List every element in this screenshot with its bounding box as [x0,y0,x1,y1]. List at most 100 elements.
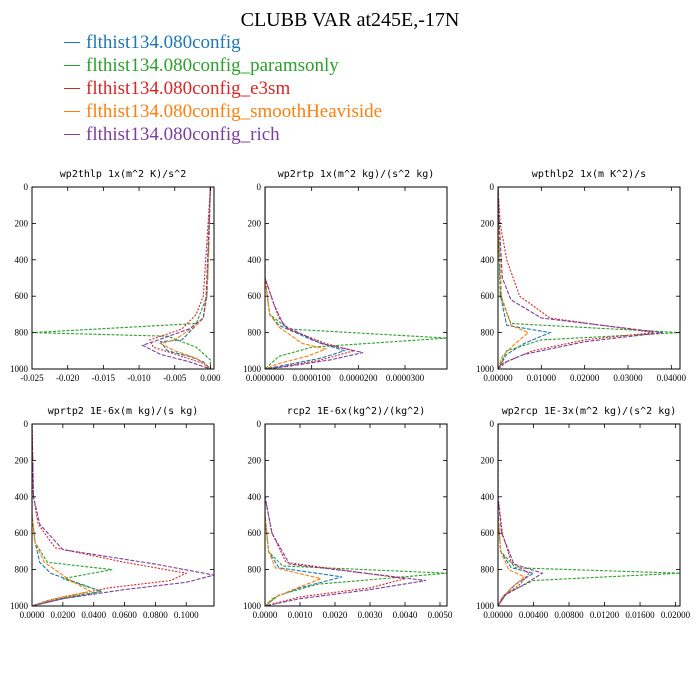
legend-label: flthist134.080config [86,32,241,53]
y-tick-label: 400 [15,255,29,265]
series-line [265,424,427,606]
panel-title: wpthlp2 1x(m K^2)/s [532,169,646,180]
series-line [265,424,323,606]
y-tick-label: 1000 [243,601,262,611]
y-tick-label: 600 [15,291,29,301]
plot-frame [497,423,681,607]
x-tick-label: 0.0200 [50,610,75,620]
y-tick-label: 600 [248,291,262,301]
chart-panel: wprtp2 1E-6x(m kg)/(s kg) 0 200 400 600 800 10… [10,406,215,620]
y-tick-label: 800 [481,565,495,575]
chart-panel: wp2rcp 1E-3x(m^2 kg)/(s^2 kg) 0 200 400 600 8… [476,406,691,620]
legend-label: flthist134.080config_e3sm [86,78,291,99]
series-line [32,424,214,606]
plot-frame [31,423,215,607]
y-tick-label: 0 [257,419,262,429]
y-tick-label: 600 [248,528,262,538]
series-line [498,187,552,369]
x-tick-label: -0.020 [56,373,80,383]
series-line [498,424,544,606]
y-tick-label: 400 [481,255,495,265]
series-line [265,424,447,606]
panel-title: wp2rtp 1x(m^2 kg)/(s^2 kg) [278,169,435,180]
y-tick-label: 0 [490,419,495,429]
x-tick-label: 0.0400 [81,610,106,620]
x-tick-label: 0.01200 [590,610,620,620]
plot-frame [497,186,681,370]
series-line [498,187,655,369]
series-line [158,187,211,369]
series-line [32,424,104,606]
x-tick-label: 0.0050 [428,610,453,620]
y-tick-label: 800 [15,328,29,338]
series-line [498,187,680,369]
x-tick-label: 0.1000 [174,610,199,620]
x-tick-label: 0.01000 [527,373,557,383]
x-tick-label: 0.000 [200,373,221,383]
chart-panel: wp2rtp 1x(m^2 kg)/(s^2 kg) 0 200 400 600 800 1… [243,169,448,383]
x-tick-label: 0.0040 [393,610,418,620]
y-tick-label: 1000 [10,364,29,374]
y-tick-label: 0 [24,419,29,429]
legend-swatch [64,88,80,90]
series-line [498,424,530,606]
y-tick-label: 800 [248,328,262,338]
chart-panel: wpthlp2 1x(m K^2)/s 0 200 400 600 800 10000.00… [476,169,686,383]
series-line [265,187,364,369]
x-tick-label: -0.015 [92,373,116,383]
y-tick-label: 600 [481,291,495,301]
x-tick-label: 0.0000 [20,610,45,620]
y-tick-label: 600 [15,528,29,538]
series-line [32,424,93,606]
plot-frame [264,186,448,370]
y-tick-label: 1000 [243,364,262,374]
y-tick-label: 0 [490,182,495,192]
x-tick-label: 0.0000100 [293,373,332,383]
legend-label: flthist134.080config_smoothHeaviside [86,101,383,122]
panel-title: wp2rcp 1E-3x(m^2 kg)/(s^2 kg) [502,406,677,417]
x-tick-label: 0.0010 [288,610,313,620]
series-line [265,424,343,606]
x-tick-label: 0.00000 [483,373,513,383]
x-tick-label: 0.03000 [613,373,643,383]
panel-title: wprtp2 1E-6x(m kg)/(s kg) [48,406,199,417]
x-tick-label: 0.04000 [657,373,687,383]
x-tick-label: -0.025 [20,373,44,383]
series-line [32,187,211,369]
y-tick-label: 800 [15,565,29,575]
series-line [498,187,530,369]
legend-item: flthist134.080config_smoothHeaviside [64,100,382,123]
x-tick-label: 0.02000 [661,610,691,620]
x-tick-label: 0.0000000 [246,373,285,383]
series-line [498,187,663,369]
chart-panel: wp2thlp 1x(m^2 K)/s^202004006008001000-0… [10,169,221,383]
series-line [32,424,113,606]
y-tick-label: 1000 [476,601,495,611]
x-tick-label: 0.01600 [625,610,655,620]
y-tick-label: 0 [257,182,262,192]
y-tick-label: 200 [15,455,29,465]
legend-swatch [64,42,80,44]
x-tick-label: 0.00400 [519,610,549,620]
series-line [498,424,526,606]
legend-item: flthist134.080config_e3sm [64,77,382,100]
chart-panel: rcp2 1E-6x(kg^2)/(kg^2) 0 200 400 600 800 1000… [243,406,453,620]
y-tick-label: 1000 [476,364,495,374]
y-tick-label: 400 [248,492,262,502]
y-tick-label: 800 [481,328,495,338]
x-tick-label: 0.0000 [253,610,278,620]
x-tick-label: 0.0000200 [339,373,378,383]
series-line [265,187,347,369]
series-line [149,187,211,369]
legend-item: flthist134.080config_rich [64,123,382,146]
series-line [265,187,356,369]
y-tick-label: 400 [15,492,29,502]
x-tick-label: 0.00000 [483,610,513,620]
y-tick-label: 200 [248,218,262,228]
x-tick-label: 0.00800 [554,610,584,620]
legend-swatch [64,111,80,113]
legend-swatch [64,134,80,136]
page-title: CLUBB VAR at245E,-17N [240,9,460,31]
y-tick-label: 200 [248,455,262,465]
